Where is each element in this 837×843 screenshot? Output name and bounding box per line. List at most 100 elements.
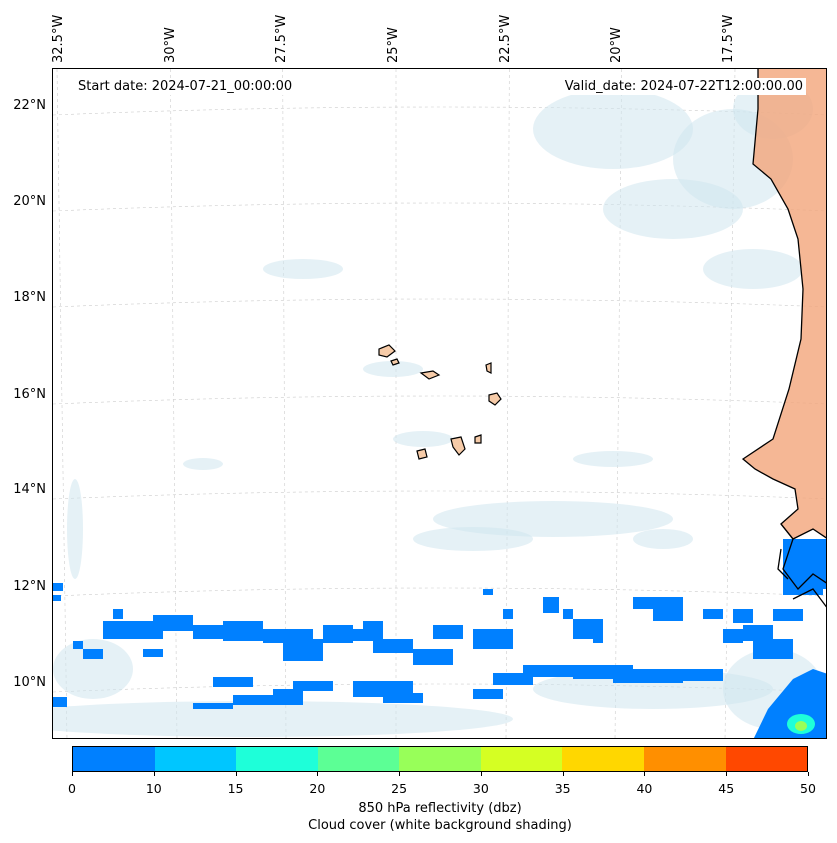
colorbar-tick-label: 10 [145, 781, 162, 796]
cloud-patch [393, 431, 453, 447]
colorbar-tick-label: 0 [68, 781, 76, 796]
island [419, 370, 441, 380]
lon-label: 20°W [609, 27, 624, 63]
reflectivity-cell [523, 665, 583, 677]
island [450, 436, 466, 456]
reflectivity-cell [53, 697, 67, 707]
colorbar-tick-label: 40 [636, 781, 653, 796]
reflectivity-cell [53, 583, 63, 591]
colorbar-tickmark [480, 772, 482, 776]
meridian-line [282, 69, 287, 738]
colorbar-tick-label: 50 [800, 781, 816, 796]
colorbar-segment [725, 747, 808, 771]
reflectivity-cell [723, 629, 743, 643]
colorbar-tickmark [317, 772, 319, 776]
colorbar-tick-label: 25 [391, 781, 408, 796]
africa-landmass [743, 69, 826, 539]
cloud-patch [633, 529, 693, 549]
lon-label: 22.5°W [498, 14, 513, 63]
colorbar-tick-label: 35 [554, 781, 571, 796]
parallel-line [53, 683, 826, 693]
colorbar [72, 746, 808, 772]
start-date-label: Start date: 2024-07-21_00:00:00 [75, 78, 296, 95]
reflectivity-field [53, 539, 826, 738]
cloud-patch [53, 701, 513, 737]
reflectivity-cell [563, 609, 573, 619]
parallel-line [53, 298, 826, 308]
reflectivity-cell [673, 669, 723, 681]
lon-label: 17.5°W [721, 14, 736, 63]
reflectivity-cell [363, 621, 383, 639]
cloud-patch [413, 527, 533, 551]
colorbar-tick-label: 20 [309, 781, 326, 796]
reflectivity-cell [233, 695, 293, 705]
reflectivity-cell [653, 609, 683, 621]
reflectivity-cell [703, 609, 723, 619]
colorbar-segment [73, 747, 155, 771]
reflectivity-cell [223, 621, 263, 641]
reflectivity-cell [795, 721, 807, 731]
reflectivity-cell [143, 649, 163, 657]
colorbar-segment [236, 747, 318, 771]
meridian-line [614, 69, 622, 738]
colorbar-tick-label: 45 [718, 781, 735, 796]
reflectivity-cell [193, 625, 223, 639]
colorbar-label: 850 hPa reflectivity (dbz) [358, 801, 522, 816]
meridian-line [170, 69, 178, 738]
reflectivity-cell [633, 597, 683, 609]
reflectivity-cell [373, 639, 413, 653]
cloud-patch [573, 451, 653, 467]
reflectivity-cell [773, 609, 803, 621]
reflectivity-cell [383, 693, 423, 703]
cloud-patch [533, 89, 693, 169]
reflectivity-cell [593, 629, 603, 643]
colorbar-tick-label: 30 [472, 781, 489, 796]
colorbar-segment [480, 747, 563, 771]
cloud-patch [703, 249, 803, 289]
meridian-line [56, 69, 68, 738]
reflectivity-cell [283, 639, 323, 661]
map-canvas [53, 69, 826, 738]
coastline [378, 69, 826, 608]
cloud-patch [67, 479, 83, 579]
lat-label: 16°N [13, 387, 46, 402]
island [390, 358, 400, 366]
africa-coastline [777, 523, 826, 608]
lon-label: 32.5°W [51, 14, 66, 63]
reflectivity-cell [113, 609, 123, 619]
lon-label: 30°W [163, 27, 178, 63]
island [416, 448, 428, 460]
reflectivity-cell [413, 649, 453, 665]
reflectivity-cell [733, 609, 753, 623]
reflectivity-cell [273, 689, 303, 705]
colorbar-segment [643, 747, 726, 771]
cloud-patch [363, 361, 423, 377]
reflectivity-cell [293, 681, 333, 691]
colorbar-tickmark [808, 772, 809, 776]
colorbar-segment [317, 747, 400, 771]
reflectivity-cell [213, 677, 253, 687]
lat-label: 10°N [13, 675, 46, 690]
cloud-patch [263, 259, 343, 279]
lat-label: 20°N [13, 194, 46, 209]
map-panel: Start date: 2024-07-21_00:00:00 Valid_da… [52, 68, 827, 739]
reflectivity-cell [433, 625, 463, 639]
colorbar-tickmark [644, 772, 646, 776]
reflectivity-cell [83, 649, 103, 659]
reflectivity-cell [543, 597, 559, 613]
reflectivity-cell [73, 641, 83, 649]
reflectivity-cell [503, 609, 513, 619]
reflectivity-cell [473, 689, 503, 699]
reflectivity-cell [53, 595, 61, 601]
valid-date-label: Valid_date: 2024-07-22T12:00:00.00 [561, 78, 806, 95]
parallel-line [53, 395, 826, 405]
island [378, 344, 396, 358]
cloud-patch [603, 179, 743, 239]
cloud-patch [53, 639, 133, 699]
reflectivity-cell [753, 639, 793, 659]
lon-label: 27.5°W [274, 14, 289, 63]
island [485, 362, 492, 374]
graticule [53, 69, 826, 738]
lat-label: 14°N [13, 482, 46, 497]
meridian-line [505, 69, 510, 738]
